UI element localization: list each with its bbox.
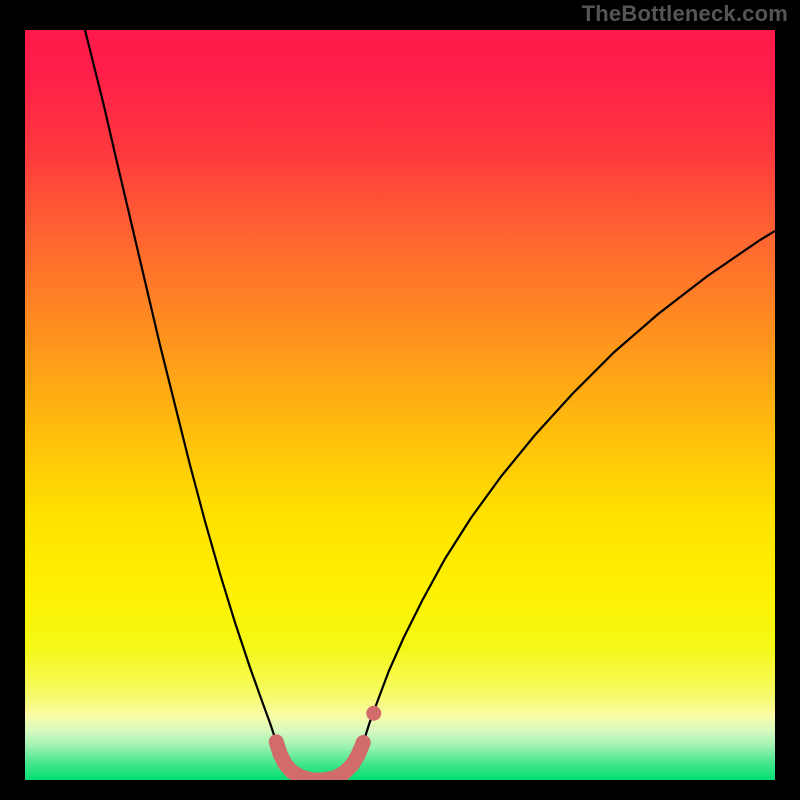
gradient-background [25, 30, 775, 780]
figure-root: TheBottleneck.com [0, 0, 800, 800]
chart-svg [25, 30, 775, 780]
watermark-text: TheBottleneck.com [582, 0, 788, 28]
plot-area [25, 30, 775, 780]
highlight-dot [366, 706, 381, 721]
